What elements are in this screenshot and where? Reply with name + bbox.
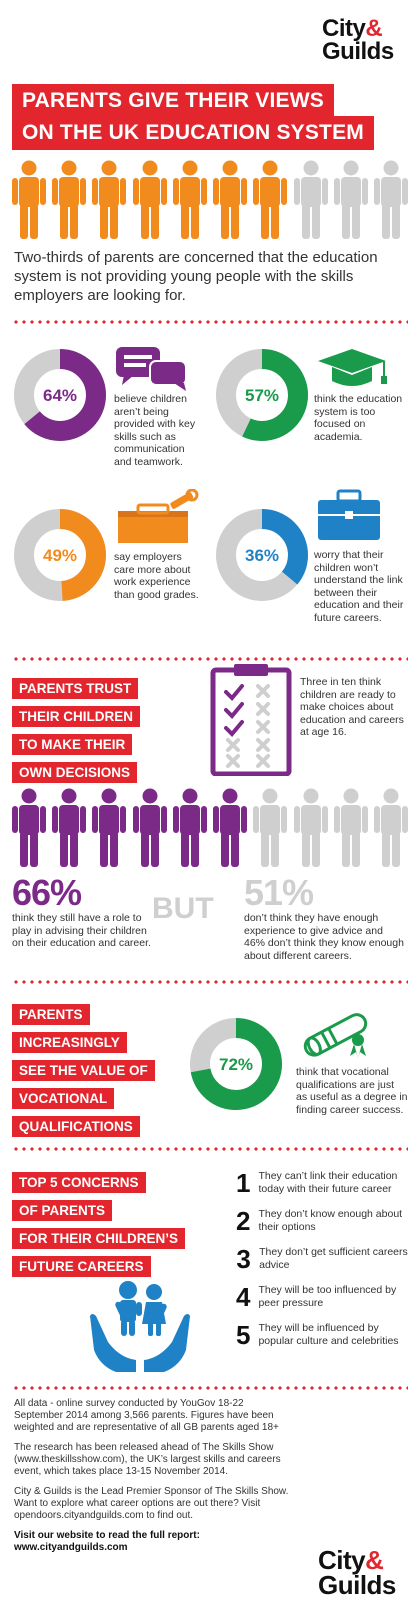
donut-percent-label: 64% [43,386,77,405]
person-icon [132,160,167,239]
person-icon [293,788,328,867]
briefcase-icon [314,487,384,545]
stat-block: 36% worry that their children won’t unde… [212,489,412,635]
stat-66-text: think they still have a role to play in … [12,912,151,949]
person-icon [12,160,46,239]
person-icon [52,788,87,867]
city-and-guilds-logo: City& Guilds [322,15,394,65]
donut-value-arc [216,349,308,441]
person-icon [293,160,328,239]
donut-value-arc [190,1018,282,1110]
donut-value-arc [14,349,106,441]
speech-bubbles-icon [114,345,194,391]
city-and-guilds-logo-footer: City& Guilds [318,1545,396,1600]
footer-survey-note: All data - online survey conducted by Yo… [14,1398,279,1433]
person-icon [172,160,207,239]
stat-text: think the education system is too focuse… [314,393,403,443]
intro-text: Two-thirds of parents are concerned that… [14,249,378,304]
donut-chart: 36% [216,509,308,601]
footer-sponsor-note: City & Guilds is the Lead Premier Sponso… [14,1486,289,1521]
stat-51-percent: 51% [244,872,314,913]
diploma-scroll-icon [294,1004,384,1062]
concerns-heading: TOP 5 CONCERNS OF PARENTS FOR THEIR CHIL… [12,1172,186,1284]
list-item: 3 They don’t get sufficient careers advi… [236,1244,408,1274]
list-item: 4 They will be too influenced by peer pr… [236,1282,397,1312]
trust-heading: PARENTS TRUST THEIR CHILDREN TO MAKE THE… [12,678,140,790]
page-title: PARENTS GIVE THEIR VIEWS [12,84,334,118]
people-row-two-thirds [12,160,408,242]
vocational-text: think that vocational qualifications are… [296,1066,408,1116]
graduation-cap-icon [314,345,394,391]
donut-chart: 72% [190,1018,282,1110]
website-link[interactable]: www.cityandguilds.com [14,1542,128,1553]
stat-block: 64% believe children aren’t being provid… [10,345,210,468]
person-icon [213,788,248,867]
person-icon [172,788,207,867]
footer-notes: All data - online survey conducted by Yo… [14,1398,294,1554]
person-icon [253,788,288,867]
dotted-divider [12,1147,408,1151]
dotted-divider [12,980,408,984]
stat-text: say employers care more about work exper… [114,551,199,601]
people-row-trust [12,788,408,870]
toolbox-icon [114,488,200,547]
donut-percent-label: 72% [219,1055,253,1074]
footer-cta: Visit our website to read the full repor… [14,1530,200,1541]
person-icon [253,160,288,239]
donut-chart: 57% [216,349,308,441]
title-line-2: ON THE UK EDUCATION SYSTEM [12,116,374,150]
person-icon [12,788,46,867]
donut-chart: 49% [14,509,106,601]
stat-text: believe children aren’t being provided w… [114,393,196,468]
clipboard-checklist-icon [210,664,292,777]
donut-percent-label: 57% [245,386,279,405]
person-icon [92,788,127,867]
person-icon [333,788,368,867]
list-item: 1 They can’t link their education today … [236,1168,398,1198]
stat-block: 49% say employers care more about work e… [10,488,210,625]
person-icon [52,160,87,239]
donut-chart: 64% [14,349,106,441]
hands-children-icon [86,1276,194,1374]
dotted-divider [12,657,408,661]
person-icon [333,160,368,239]
person-icon [132,788,167,867]
donut-percent-label: 36% [245,546,279,565]
donut-percent-label: 49% [43,546,77,565]
title-line-1: PARENTS GIVE THEIR VIEWS [12,84,334,118]
stat-text: worry that their children won’t understa… [314,549,404,624]
person-icon [373,160,408,239]
list-item: 2 They don’t know enough about their opt… [236,1206,403,1236]
vocational-heading: PARENTS INCREASINGLY SEE THE VALUE OF VO… [12,1004,155,1144]
list-item: 5 They will be influenced by popular cul… [236,1320,399,1350]
stat-66-percent: 66% [12,872,82,913]
donut-value-arc [14,509,106,601]
donut-value-arc [216,509,308,601]
person-icon [373,788,408,867]
dotted-divider [12,320,408,324]
clipboard-text: Three in ten think children are ready to… [300,676,404,738]
footer-skills-show-note: The research has been released ahead of … [14,1442,281,1477]
person-icon [92,160,127,239]
stat-block: 57% think the education system is too fo… [212,345,412,465]
but-label: BUT [152,892,214,925]
concerns-list: 1 They can’t link their education today … [236,1168,412,1358]
person-icon [213,160,248,239]
stat-51-text: don’t think they have enough experience … [244,912,404,962]
dotted-divider [12,1386,408,1390]
